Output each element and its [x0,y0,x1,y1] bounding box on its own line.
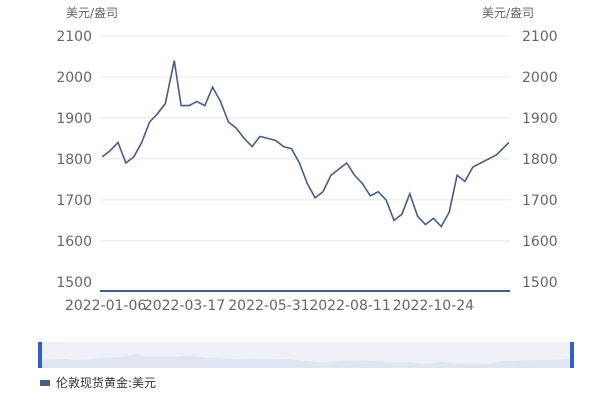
range-slider[interactable] [38,342,574,368]
y-tick-label-right: 2000 [522,70,558,86]
y-tick-label-left: 1500 [56,275,92,291]
series-line [101,60,510,228]
y-tick-label-left: 1900 [56,111,92,127]
y-tick-label-right: 1600 [522,234,558,250]
y-tick-label-right: 1700 [522,193,558,209]
y-axis-right-ticks: 2100 2000 1900 1800 1700 1600 1500 [522,29,558,291]
y-tick-label-left: 2100 [56,29,92,45]
right-axis-unit: 美元/盎司 [482,6,535,20]
y-tick-label-right: 1800 [522,152,558,168]
x-tick-label: 2022-01-06 [65,298,146,314]
x-tick-label: 2022-03-17 [144,298,225,314]
x-tick-label: 2022-10-24 [393,298,474,314]
legend-label: 伦敦现货黄金:美元 [56,376,157,390]
x-tick-label: 2022-08-11 [309,298,390,314]
y-tick-label-left: 1700 [56,193,92,209]
range-slider-handle-left[interactable] [38,342,42,368]
y-tick-label-left: 1600 [56,234,92,250]
gridlines [100,35,510,242]
y-tick-label-right: 1900 [522,111,558,127]
y-tick-label-right: 2100 [522,29,558,45]
y-tick-label-left: 1800 [56,152,92,168]
legend-swatch-icon [40,379,50,386]
x-tick-label: 2022-05-31 [228,298,309,314]
legend[interactable]: 伦敦现货黄金:美元 [40,374,156,391]
left-axis-unit: 美元/盎司 [66,6,119,20]
y-axis-left-ticks: 2100 2000 1900 1800 1700 1600 1500 [56,29,92,291]
y-tick-label-right: 1500 [522,275,558,291]
range-slider-handle-right[interactable] [570,342,574,368]
y-tick-label-left: 2000 [56,70,92,86]
range-slider-preview [40,354,572,368]
